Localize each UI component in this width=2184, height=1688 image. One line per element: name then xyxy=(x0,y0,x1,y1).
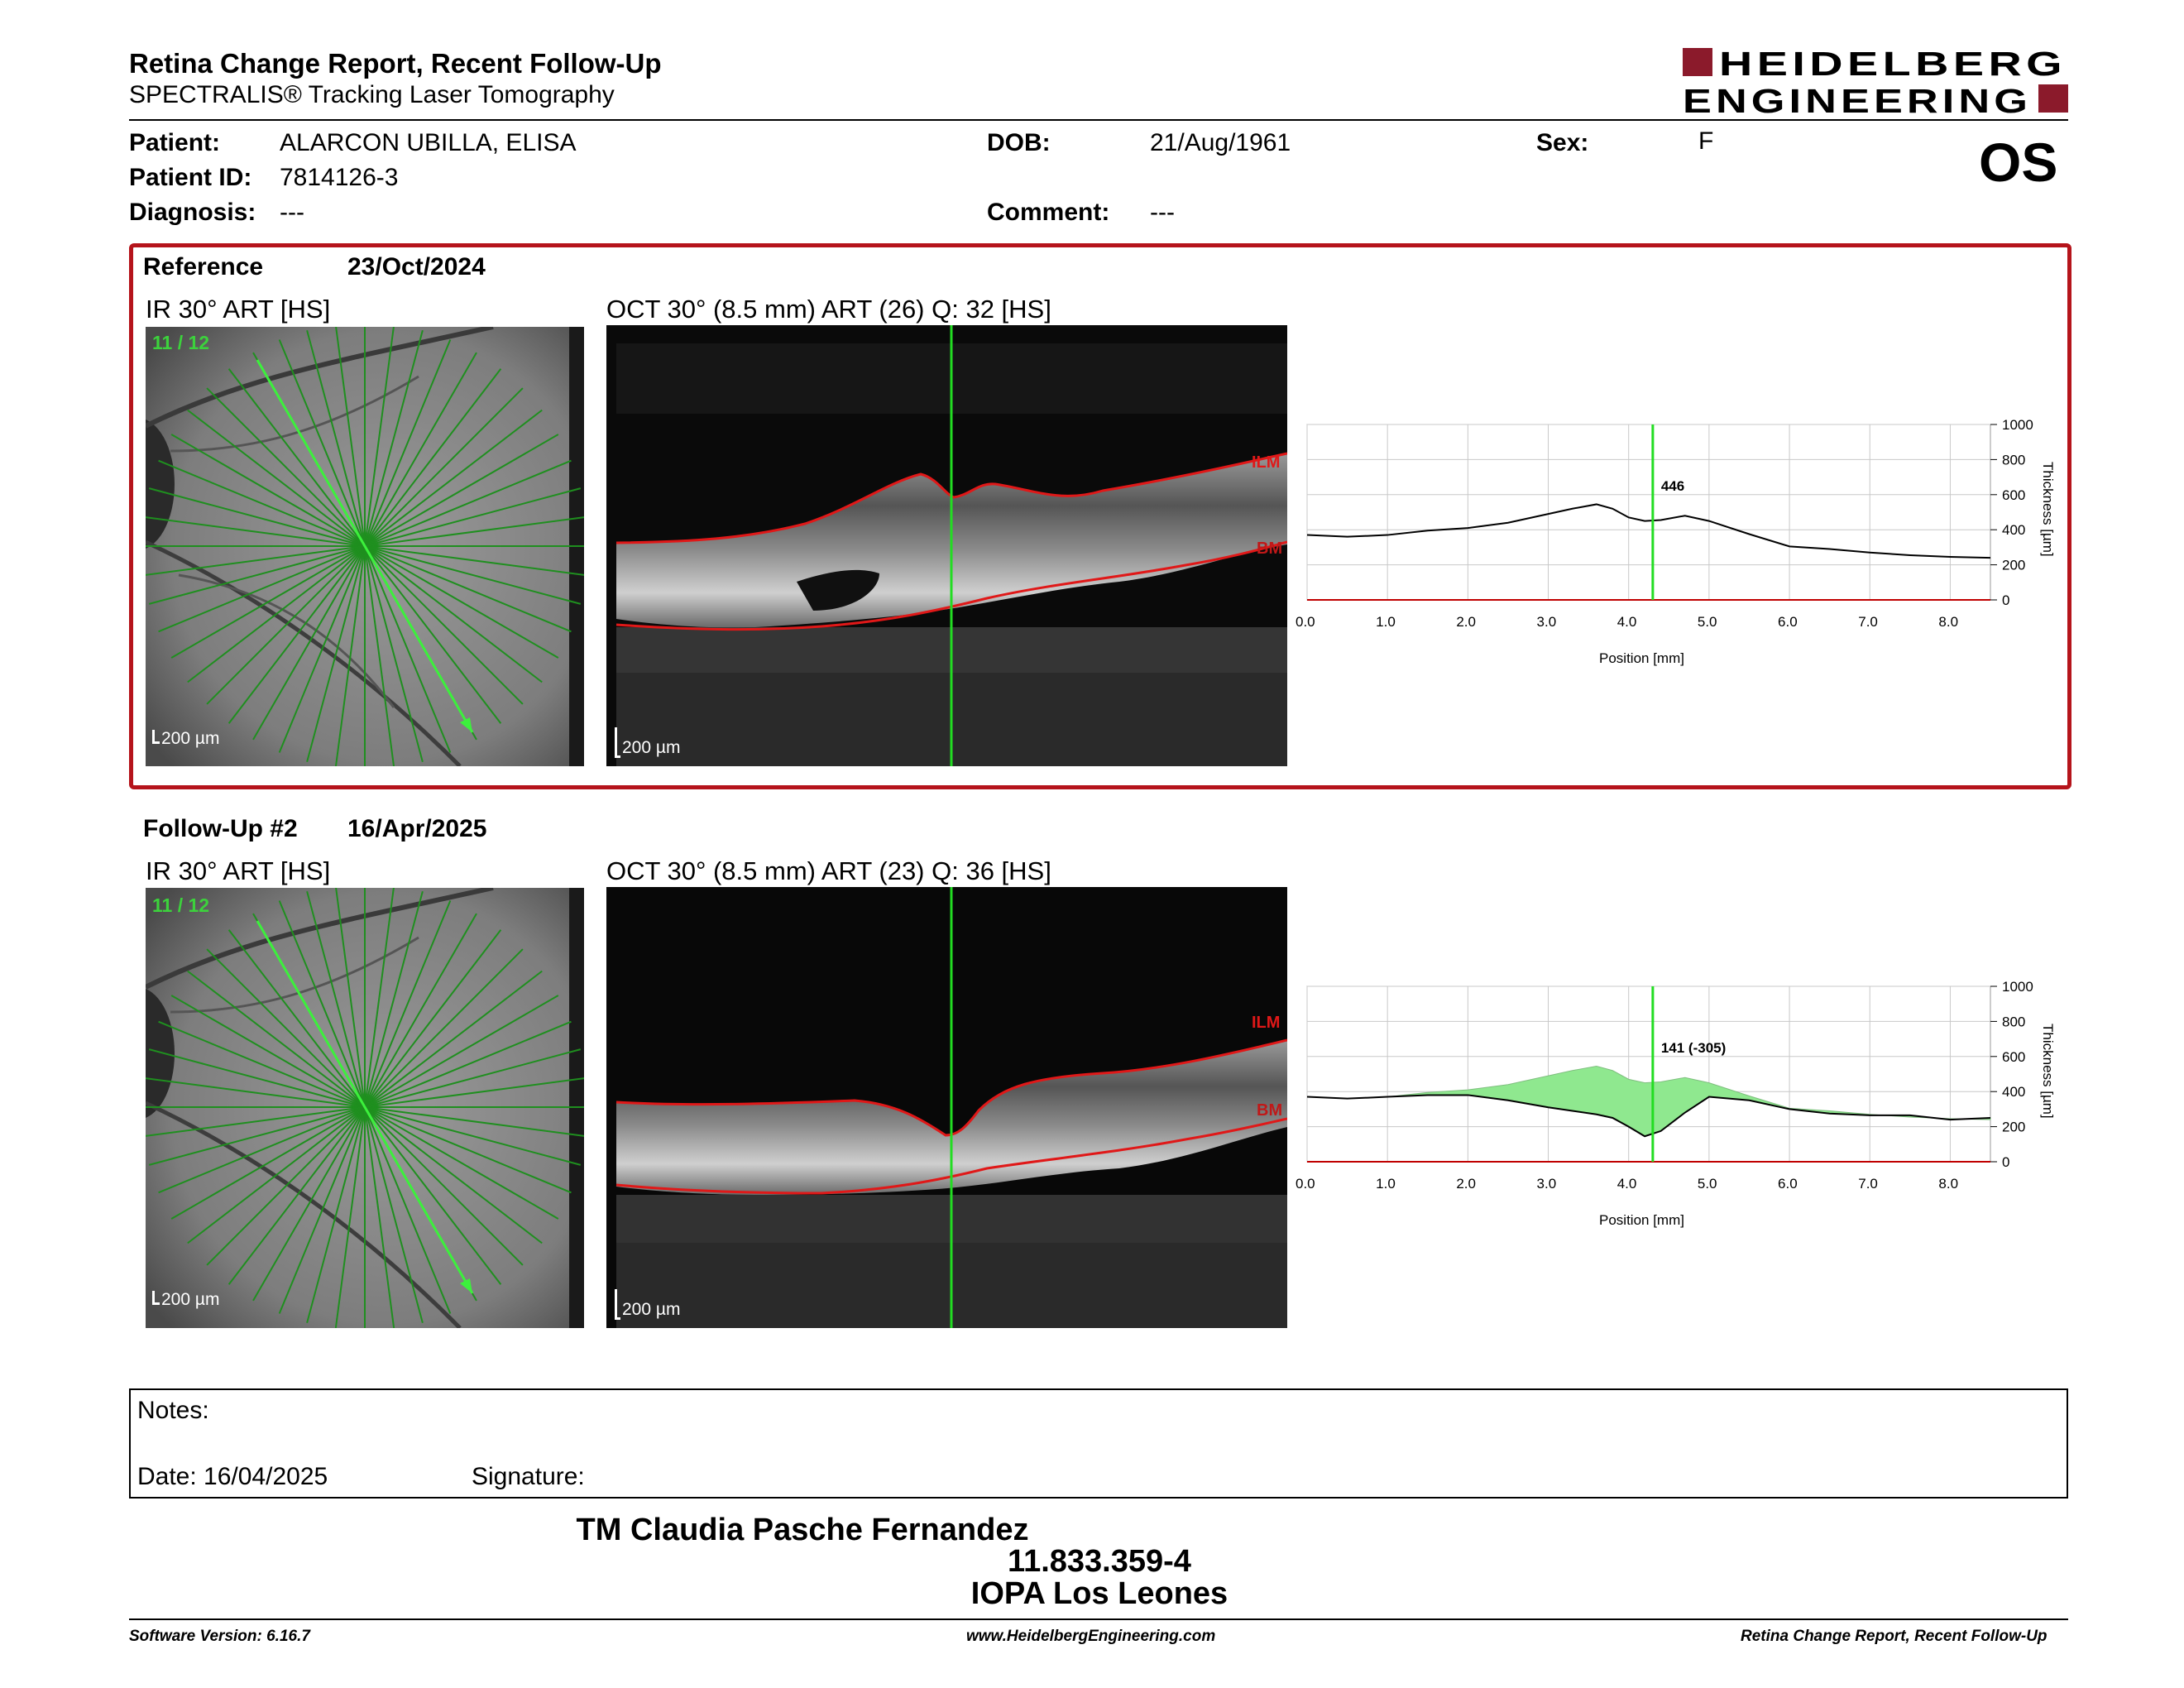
x-tick-label: 1.0 xyxy=(1376,614,1396,630)
x-tick-label: 0.0 xyxy=(1296,614,1315,630)
footer-software-version: Software Version: 6.16.7 xyxy=(129,1628,310,1645)
y-tick-label: 200 xyxy=(2002,1120,2025,1135)
followup-ir-caption: IR 30° ART [HS] xyxy=(146,856,331,885)
y-tick-label: 0 xyxy=(2002,592,2009,608)
x-tick-label: 8.0 xyxy=(1938,1176,1958,1192)
reference-bm-label: BM xyxy=(1257,539,1282,558)
followup-ilm-label: ILM xyxy=(1252,1014,1280,1032)
reference-label: Reference xyxy=(143,253,264,281)
report-subtitle: SPECTRALIS® Tracking Laser Tomography xyxy=(129,81,615,108)
reference-ir-scale: 200 µm xyxy=(152,729,219,749)
followup-thickness-chart: 0.0 1.0 2.0 3.0 4.0 5.0 6.0 7.0 8.0 0 200 400 600 800… xyxy=(1291,971,2085,1244)
notes-date: Date: 16/04/2025 xyxy=(137,1463,328,1490)
x-tick-label: 7.0 xyxy=(1858,614,1878,630)
y-tick-label: 800 xyxy=(2002,452,2025,468)
followup-date: 16/Apr/2025 xyxy=(347,815,487,842)
y-axis-label: Thickness [µm] xyxy=(2040,462,2056,557)
x-tick-label: 6.0 xyxy=(1778,1176,1798,1192)
followup-label: Follow-Up #2 xyxy=(143,815,298,842)
reference-ir-caption: IR 30° ART [HS] xyxy=(146,295,331,324)
reference-oct-bscan: ILM BM 200 µm xyxy=(606,325,1287,766)
y-tick-label: 400 xyxy=(2002,1084,2025,1100)
x-axis-label: Position [mm] xyxy=(1599,650,1684,666)
followup-ir-scale: 200 µm xyxy=(152,1290,219,1310)
patient-label: Patient: xyxy=(129,129,221,156)
reference-section-frame xyxy=(129,243,2071,789)
followup-ir-fundus-image: 11 / 12 200 µm xyxy=(146,888,584,1328)
y-tick-label: 0 xyxy=(2002,1154,2009,1170)
header-divider xyxy=(129,119,2068,121)
logo-line2: ENGINEERING xyxy=(1683,82,2032,116)
patient-id-label: Patient ID: xyxy=(129,164,252,191)
comment-label: Comment: xyxy=(987,199,1110,226)
x-tick-label: 0.0 xyxy=(1296,1176,1315,1192)
x-tick-label: 2.0 xyxy=(1456,614,1476,630)
followup-oct-scale: 200 µm xyxy=(615,1289,680,1320)
reference-ir-fundus-image: 11 / 12 200 µm xyxy=(146,327,584,766)
followup-thickness-line xyxy=(1306,1094,1991,1138)
y-tick-label: 400 xyxy=(2002,522,2025,538)
x-axis-label: Position [mm] xyxy=(1599,1212,1684,1228)
dob-value: 21/Aug/1961 xyxy=(1150,129,1291,156)
diagnosis-label: Diagnosis: xyxy=(129,199,256,226)
sex-value: F xyxy=(1698,127,1714,155)
reference-thickness-line xyxy=(1306,503,1991,559)
signature-label: Signature: xyxy=(472,1463,585,1490)
y-tick-label: 1000 xyxy=(2002,979,2033,995)
patient-name: ALARCON UBILLA, ELISA xyxy=(280,129,577,156)
x-tick-label: 1.0 xyxy=(1376,1176,1396,1192)
signer-name: TM Claudia Pasche Fernandez xyxy=(576,1513,1029,1547)
y-tick-label: 200 xyxy=(2002,558,2025,573)
followup-oct-bscan: ILM BM 200 µm xyxy=(606,887,1287,1328)
followup-oct-caption: OCT 30° (8.5 mm) ART (23) Q: 36 [HS] xyxy=(606,856,1051,885)
reference-thickness-chart: 0.0 1.0 2.0 3.0 4.0 5.0 6.0 7.0 8.0 0 200 400 600 800… xyxy=(1291,410,2085,683)
signer-place: IOPA Los Leones xyxy=(970,1576,1228,1611)
x-tick-label: 4.0 xyxy=(1617,614,1637,630)
patient-id: 7814126-3 xyxy=(280,164,399,191)
reference-ilm-label: ILM xyxy=(1252,453,1280,472)
report-title: Retina Change Report, Recent Follow-Up xyxy=(129,48,662,79)
heidelberg-logo: HEIDELBERG ENGINEERING xyxy=(1683,45,2068,120)
x-tick-label: 3.0 xyxy=(1537,614,1557,630)
x-tick-label: 8.0 xyxy=(1938,614,1958,630)
x-tick-label: 3.0 xyxy=(1537,1176,1557,1192)
followup-scan-index: 11 / 12 xyxy=(152,894,210,916)
signer-id: 11.833.359-4 xyxy=(1008,1544,1191,1579)
eye-indicator: OS xyxy=(1979,132,2058,193)
x-tick-label: 5.0 xyxy=(1698,614,1717,630)
chart-plot-area xyxy=(1306,424,1991,601)
notes-box: Notes: Date: 16/04/2025 Signature: xyxy=(129,1388,2068,1499)
followup-bm-label: BM xyxy=(1257,1101,1282,1120)
y-axis-label: Thickness [µm] xyxy=(2040,1024,2056,1119)
cursor-value-label: 141 (-305) xyxy=(1661,1040,1726,1056)
reference-scan-index: 11 / 12 xyxy=(152,332,210,353)
footer-divider xyxy=(129,1618,2068,1620)
comment-value: --- xyxy=(1150,199,1175,226)
x-tick-label: 6.0 xyxy=(1778,614,1798,630)
reference-oct-scale: 200 µm xyxy=(615,727,680,758)
x-tick-label: 7.0 xyxy=(1858,1176,1878,1192)
dob-label: DOB: xyxy=(987,129,1051,156)
x-tick-label: 4.0 xyxy=(1617,1176,1637,1192)
x-tick-label: 5.0 xyxy=(1698,1176,1717,1192)
y-tick-label: 800 xyxy=(2002,1014,2025,1029)
y-tick-label: 1000 xyxy=(2002,417,2033,433)
sex-label: Sex: xyxy=(1536,129,1589,156)
footer-website[interactable]: www.HeidelbergEngineering.com xyxy=(966,1628,1216,1645)
x-tick-label: 2.0 xyxy=(1456,1176,1476,1192)
notes-label: Notes: xyxy=(137,1397,209,1424)
footer-report-name: Retina Change Report, Recent Follow-Up xyxy=(1741,1628,2048,1645)
y-tick-label: 600 xyxy=(2002,487,2025,503)
diagnosis-value: --- xyxy=(280,199,304,226)
logo-line1: HEIDELBERG xyxy=(1719,46,2067,83)
cursor-value-label: 446 xyxy=(1661,478,1684,494)
y-tick-label: 600 xyxy=(2002,1049,2025,1065)
reference-date: 23/Oct/2024 xyxy=(347,253,486,281)
reference-oct-caption: OCT 30° (8.5 mm) ART (26) Q: 32 [HS] xyxy=(606,295,1051,324)
